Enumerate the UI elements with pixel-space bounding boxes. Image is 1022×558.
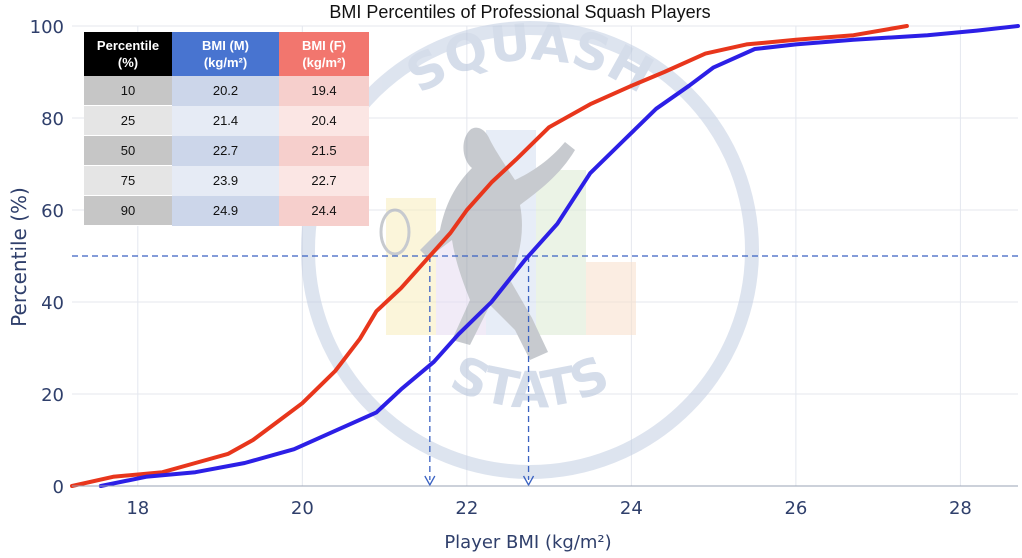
x-tick-label: 24	[620, 498, 643, 519]
header-percentile-line2: (%)	[117, 55, 139, 70]
reference-lines	[72, 255, 1018, 487]
reference-arrow-head	[522, 475, 535, 487]
watermark-green-block	[536, 170, 586, 335]
y-tick-label: 40	[41, 293, 64, 314]
y-tick-label: 0	[53, 477, 64, 498]
cell-percentile: 10	[84, 76, 172, 106]
table-row: 50 22.7 21.5	[84, 135, 369, 166]
cell-bmi-female: 20.4	[279, 105, 369, 136]
squash-stats-watermark: SQUASH STATS	[301, 13, 759, 479]
cell-percentile: 75	[84, 165, 172, 196]
table-row: 25 21.4 20.4	[84, 105, 369, 136]
reference-arrow-head	[424, 475, 436, 487]
header-bmi-female: BMI (F) (kg/m²)	[279, 32, 369, 76]
cell-bmi-male: 24.9	[172, 195, 279, 226]
header-percentile: Percentile (%)	[84, 32, 172, 76]
watermark-orange-block	[586, 262, 636, 335]
cell-bmi-male: 20.2	[172, 76, 279, 106]
cell-bmi-female: 21.5	[279, 135, 369, 166]
cell-bmi-female: 24.4	[279, 195, 369, 226]
chart-title: BMI Percentiles of Professional Squash P…	[329, 2, 710, 22]
bmi-percentile-table: Percentile (%) BMI (M) (kg/m²) BMI (F) (kg/…	[84, 32, 369, 226]
cell-percentile: 50	[84, 135, 172, 166]
watermark-racket-icon	[379, 208, 411, 256]
table-row: 10 20.2 19.4	[84, 76, 369, 106]
x-tick-label: 18	[126, 498, 149, 519]
x-axis-title: Player BMI (kg/m²)	[444, 532, 611, 553]
watermark-yellow-block	[386, 198, 436, 335]
cell-bmi-male: 21.4	[172, 105, 279, 136]
header-bmi-female-line1: BMI (F)	[301, 38, 347, 53]
y-tick-label: 60	[41, 201, 64, 222]
series-male-line	[98, 24, 1020, 488]
table-row: 75 23.9 22.7	[84, 165, 369, 196]
cell-bmi-male: 22.7	[172, 135, 279, 166]
y-tick-label: 100	[30, 17, 64, 38]
x-tick-label: 20	[291, 498, 314, 519]
x-tick-label: 28	[949, 498, 972, 519]
table-row: 90 24.9 24.4	[84, 195, 369, 226]
header-bmi-female-line2: (kg/m²)	[302, 55, 346, 70]
cell-percentile: 25	[84, 105, 172, 136]
table-header-row: Percentile (%) BMI (M) (kg/m²) BMI (F) (kg/…	[84, 32, 369, 76]
watermark-player-silhouette	[420, 127, 575, 360]
y-tick-label: 20	[41, 385, 64, 406]
series-female-line	[70, 24, 909, 488]
y-tick-label: 80	[41, 109, 64, 130]
header-percentile-line1: Percentile	[96, 38, 160, 53]
data-series	[70, 24, 1020, 488]
cell-percentile: 90	[84, 195, 172, 226]
cell-bmi-male: 23.9	[172, 165, 279, 196]
cell-bmi-female: 19.4	[279, 76, 369, 106]
x-tick-label: 22	[455, 498, 478, 519]
axes: 18 20 22 24 26 28 0 20 40 60 80 100	[30, 17, 1018, 519]
header-bmi-male: BMI (M) (kg/m²)	[172, 32, 279, 76]
y-axis-title: Percentile (%)	[7, 187, 31, 327]
header-bmi-male-line1: BMI (M)	[202, 38, 249, 53]
x-tick-label: 26	[784, 498, 807, 519]
cell-bmi-female: 22.7	[279, 165, 369, 196]
header-bmi-male-line2: (kg/m²)	[203, 55, 248, 70]
